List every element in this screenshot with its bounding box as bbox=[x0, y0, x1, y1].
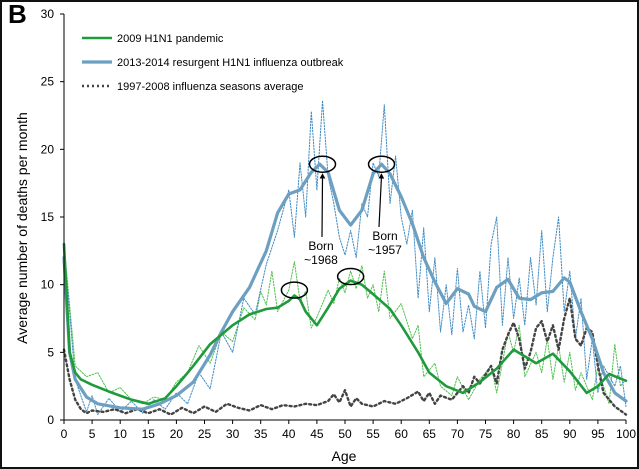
x-tick-label: 70 bbox=[451, 427, 465, 441]
peak-circle bbox=[280, 281, 309, 299]
peak-circle bbox=[336, 267, 365, 286]
x-tick-label: 0 bbox=[61, 427, 68, 441]
series-line-resurgent bbox=[62, 162, 628, 411]
x-tick-label: 90 bbox=[563, 427, 577, 441]
x-tick-label: 65 bbox=[423, 427, 437, 441]
y-tick-label: 30 bbox=[41, 7, 55, 21]
x-tick-label: 30 bbox=[226, 427, 240, 441]
x-tick-label: 45 bbox=[310, 427, 324, 441]
x-tick-label: 35 bbox=[254, 427, 268, 441]
legend: 2009 H1N1 pandemic 2013-2014 resurgent H1… bbox=[82, 33, 344, 93]
annotation-label: ~1957 bbox=[368, 243, 402, 257]
y-tick-label: 20 bbox=[41, 142, 55, 156]
peak-circle bbox=[367, 155, 396, 173]
x-tick-label: 15 bbox=[142, 427, 156, 441]
annotation-arrow bbox=[378, 175, 383, 228]
arrowhead bbox=[319, 173, 326, 179]
y-tick-label: 10 bbox=[41, 278, 55, 292]
y-tick-label: 5 bbox=[47, 345, 54, 359]
axes-layer: 0 5 10 15 20 25 30 35 40 45 50 55 60 65 70 75 80 85 90 95 10… bbox=[41, 7, 637, 441]
x-tick-label: 95 bbox=[591, 427, 605, 441]
y-tick-label: 25 bbox=[41, 75, 55, 89]
x-tick-label: 75 bbox=[479, 427, 493, 441]
series-line-pandemic bbox=[62, 242, 628, 406]
arrowhead bbox=[378, 173, 385, 179]
annotation-label: Born bbox=[308, 239, 333, 253]
annotation-label: ~1968 bbox=[304, 253, 338, 267]
annotation-label: Born bbox=[372, 229, 397, 243]
series-layer bbox=[62, 100, 628, 416]
x-tick-label: 10 bbox=[114, 427, 128, 441]
x-tick-label: 50 bbox=[338, 427, 352, 441]
annotation-arrow bbox=[321, 175, 324, 238]
x-tick-label: 55 bbox=[366, 427, 380, 441]
x-tick-label: 60 bbox=[395, 427, 409, 441]
y-tick-label: 15 bbox=[41, 210, 55, 224]
peak-circle bbox=[308, 155, 337, 173]
y-axis-title: Average number of deaths per month bbox=[14, 112, 30, 344]
x-tick-label: 5 bbox=[89, 427, 96, 441]
x-axis-title: Age bbox=[332, 448, 357, 464]
x-tick-label: 85 bbox=[535, 427, 549, 441]
series-line-pandemic-monthly bbox=[63, 243, 627, 405]
series-line-average bbox=[62, 297, 628, 416]
legend-label-resurgent: 2013-2014 resurgent H1N1 influenza outbr… bbox=[117, 57, 344, 69]
legend-label-pandemic: 2009 H1N1 pandemic bbox=[117, 33, 224, 45]
x-tick-label: 100 bbox=[616, 427, 636, 441]
x-tick-label: 25 bbox=[198, 427, 212, 441]
x-tick-label: 20 bbox=[170, 427, 184, 441]
x-tick-label: 80 bbox=[507, 427, 521, 441]
series-line-resurgent-monthly bbox=[63, 100, 627, 416]
panel-label: B bbox=[8, 0, 27, 29]
x-tick-label: 40 bbox=[282, 427, 296, 441]
legend-label-average: 1997-2008 influenza seasons average bbox=[117, 81, 304, 93]
y-tick-label: 0 bbox=[47, 413, 54, 427]
